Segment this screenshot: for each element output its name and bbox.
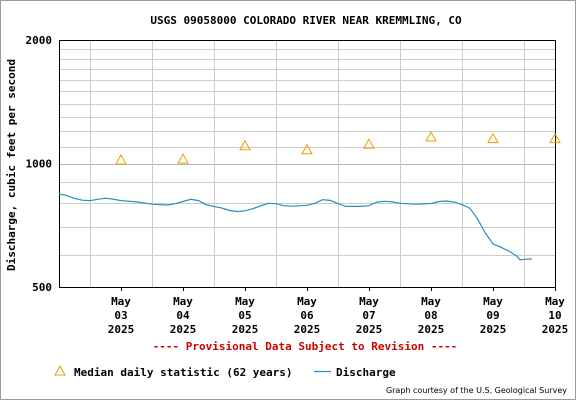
- x-tick-label: 04: [176, 309, 190, 322]
- x-tick-label: May: [111, 295, 131, 308]
- x-tick-label: May: [235, 295, 255, 308]
- x-tick-label: 2025: [480, 323, 507, 336]
- x-tick-label: 07: [362, 309, 375, 322]
- x-tick-label: May: [359, 295, 379, 308]
- x-tick-label: 09: [486, 309, 499, 322]
- x-tick-label: May: [421, 295, 441, 308]
- legend-median-label: Median daily statistic (62 years): [74, 366, 293, 379]
- median-marker: [177, 153, 189, 164]
- x-tick-label: 2025: [356, 323, 383, 336]
- y-tick-label: 1000: [26, 158, 53, 171]
- discharge-line: [58, 193, 532, 261]
- x-tick-label: 2025: [294, 323, 321, 336]
- median-marker: [301, 143, 313, 155]
- median-marker: [363, 138, 375, 149]
- x-tick-label: 08: [424, 309, 437, 322]
- x-tick-label: 10: [548, 309, 561, 322]
- chart-title: USGS 09058000 COLORADO RIVER NEAR KREMML…: [150, 14, 462, 27]
- legend-median-marker: [54, 364, 66, 376]
- median-marker: [549, 132, 561, 144]
- x-tick-label: 06: [300, 309, 314, 322]
- legend-discharge-label: Discharge: [336, 366, 396, 379]
- plot-area: [59, 40, 555, 287]
- median-marker: [425, 131, 437, 142]
- x-tick-label: 2025: [418, 323, 445, 336]
- x-tick-label: May: [173, 295, 193, 308]
- x-tick-label: 2025: [108, 323, 135, 336]
- x-tick-label: May: [483, 295, 503, 308]
- x-tick-label: 2025: [232, 323, 259, 336]
- provisional-note: ---- Provisional Data Subject to Revisio…: [153, 340, 458, 353]
- median-marker: [487, 132, 499, 144]
- x-tick-label: 2025: [542, 323, 569, 336]
- x-tick-label: May: [297, 295, 317, 308]
- y-tick-label: 500: [32, 281, 52, 294]
- x-tick-label: 2025: [170, 323, 197, 336]
- median-marker: [115, 153, 127, 165]
- y-tick-label: 2000: [26, 34, 53, 47]
- y-axis-label: Discharge, cubic feet per second: [5, 59, 18, 271]
- median-marker: [239, 139, 251, 151]
- x-tick-label: 03: [114, 309, 127, 322]
- x-tick-label: 05: [238, 309, 251, 322]
- x-tick-label: May: [545, 295, 565, 308]
- credit-text: Graph courtesy of the U.S. Geological Su…: [386, 386, 567, 395]
